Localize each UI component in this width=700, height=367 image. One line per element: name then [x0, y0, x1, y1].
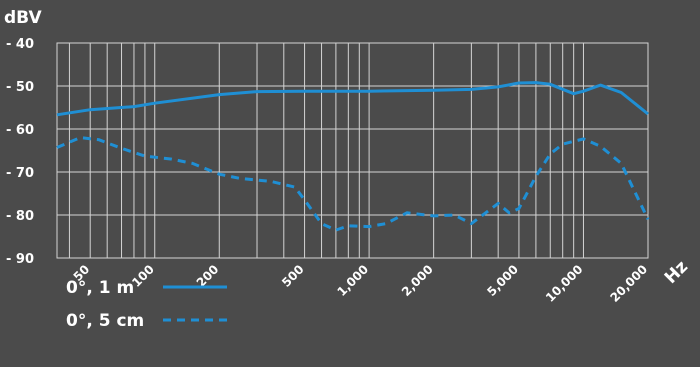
x-tick-label: 20,000	[607, 262, 650, 305]
y-tick-label: - 70	[6, 166, 34, 181]
y-tick-label: - 50	[6, 80, 34, 95]
y-axis-ticks: - 40 - 50 - 60 - 70 - 80 - 90	[6, 37, 34, 267]
x-axis-unit: Hz	[661, 257, 692, 288]
x-tick-label: 5,000	[484, 262, 521, 299]
x-tick-label: 500	[279, 262, 307, 290]
y-tick-label: - 40	[6, 37, 34, 52]
y-tick-label: - 80	[6, 209, 34, 224]
y-tick-label: - 60	[6, 123, 34, 138]
series-line-1m	[57, 83, 648, 115]
series-lines	[57, 83, 648, 231]
legend: 0°, 1 m 0°, 5 cm	[66, 278, 227, 331]
series-line-5cm	[57, 138, 648, 231]
x-axis-ticks: 50 100 200 500 1,000 2,000 5,000 10,000 20,000	[71, 262, 651, 305]
y-tick-label: - 90	[6, 252, 34, 267]
legend-label-1m: 0°, 1 m	[66, 278, 134, 298]
x-tick-label: 1,000	[334, 262, 371, 299]
x-tick-label: 10,000	[543, 262, 586, 305]
y-axis-label: dBV	[4, 8, 42, 28]
legend-label-5cm: 0°, 5 cm	[66, 311, 144, 331]
x-tick-label: 2,000	[399, 262, 436, 299]
